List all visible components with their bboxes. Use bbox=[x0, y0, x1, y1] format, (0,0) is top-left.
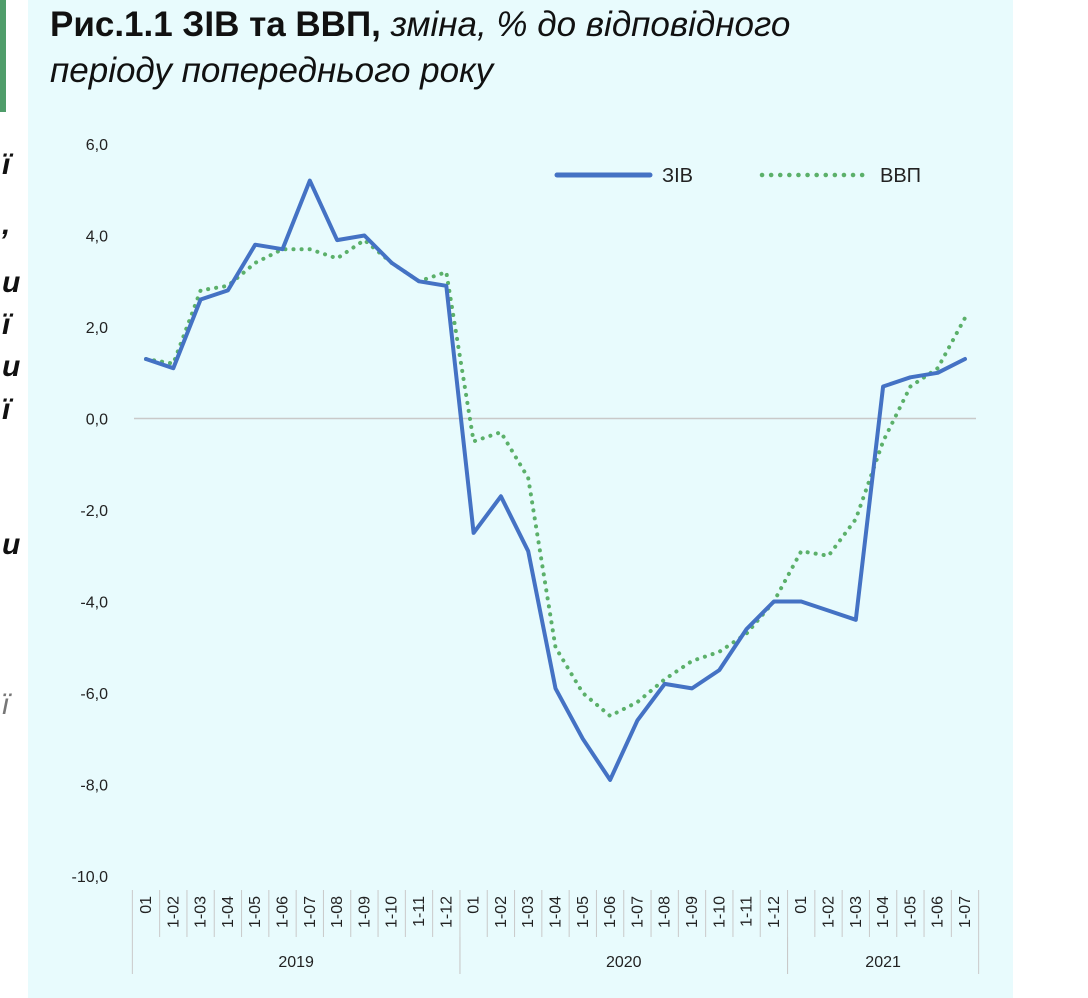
y-tick-label: -2,0 bbox=[80, 503, 108, 520]
x-tick-label: 01 bbox=[466, 896, 483, 914]
y-tick-label: 6,0 bbox=[86, 137, 108, 154]
x-tick-label: 1-04 bbox=[548, 896, 565, 928]
x-tick-label: 1-05 bbox=[902, 896, 919, 928]
year-group-label: 2021 bbox=[865, 954, 901, 971]
left-accent-bar bbox=[0, 0, 6, 112]
x-tick-label: 1-11 bbox=[411, 896, 428, 927]
x-tick-label: 1-02 bbox=[165, 896, 182, 928]
left-text-fragment: ї bbox=[2, 688, 9, 721]
y-tick-label: 2,0 bbox=[86, 320, 108, 337]
y-tick-label: -4,0 bbox=[80, 595, 108, 612]
year-group-label: 2019 bbox=[278, 954, 314, 971]
series-line-ziv bbox=[144, 178, 967, 782]
chart-title-bold: Рис.1.1 ЗІВ та ВВП, bbox=[50, 5, 381, 44]
x-tick-label: 01 bbox=[138, 896, 155, 914]
left-text-fragment: и bbox=[2, 528, 21, 561]
x-tick-label: 1-12 bbox=[438, 896, 455, 928]
legend-label: ВВП bbox=[880, 165, 921, 187]
y-tick-label: -10,0 bbox=[72, 869, 109, 886]
x-tick-label: 1-03 bbox=[848, 896, 865, 928]
chart-title-italic: зміна, % до відповідного bbox=[380, 5, 791, 44]
x-tick-label: 1-06 bbox=[275, 896, 292, 928]
chart-panel bbox=[28, 0, 1013, 998]
series-line-vvp bbox=[144, 238, 967, 718]
x-tick-label: 1-08 bbox=[657, 896, 674, 928]
x-tick-label: 1-10 bbox=[384, 896, 401, 928]
chart-title-italic-line2: періоду попереднього року bbox=[50, 51, 494, 90]
left-page-strip: ї , и ї и ї и ї bbox=[0, 0, 28, 998]
x-tick-label: 1-04 bbox=[875, 896, 892, 928]
left-text-fragment: ї bbox=[2, 148, 11, 181]
legend-label: ЗІВ bbox=[662, 165, 693, 187]
year-group-label: 2020 bbox=[606, 954, 642, 971]
x-tick-label: 1-07 bbox=[957, 896, 974, 928]
x-tick-label: 1-05 bbox=[575, 896, 592, 928]
y-tick-label: 0,0 bbox=[86, 412, 108, 429]
x-tick-label: 1-06 bbox=[602, 896, 619, 928]
left-text-fragment: , bbox=[2, 208, 11, 241]
y-tick-label: -8,0 bbox=[80, 778, 108, 795]
x-tick-label: 1-09 bbox=[356, 896, 373, 928]
x-tick-label: 01 bbox=[793, 896, 810, 914]
x-tick-label: 1-10 bbox=[711, 896, 728, 928]
x-tick-label: 1-02 bbox=[493, 896, 510, 928]
y-tick-label: -6,0 bbox=[80, 686, 108, 703]
left-text-fragment: ї bbox=[2, 308, 11, 341]
x-tick-label: 1-04 bbox=[220, 896, 237, 928]
left-text-fragment: ї bbox=[2, 393, 11, 426]
x-tick-label: 1-07 bbox=[629, 896, 646, 928]
left-text-fragment: и bbox=[2, 266, 21, 299]
x-tick-label: 1-09 bbox=[684, 896, 701, 928]
left-text-fragment: и bbox=[2, 350, 21, 383]
x-tick-label: 1-11 bbox=[739, 896, 756, 927]
y-tick-label: 4,0 bbox=[86, 229, 108, 246]
x-tick-label: 1-03 bbox=[193, 896, 210, 928]
x-tick-label: 1-02 bbox=[821, 896, 838, 928]
x-tick-label: 1-06 bbox=[930, 896, 947, 928]
x-tick-label: 1-03 bbox=[520, 896, 537, 928]
x-tick-label: 1-05 bbox=[247, 896, 264, 928]
x-tick-label: 1-12 bbox=[766, 896, 783, 928]
chart-title: Рис.1.1 ЗІВ та ВВП, зміна, % до відповід… bbox=[50, 2, 1010, 94]
x-tick-label: 1-07 bbox=[302, 896, 319, 928]
x-tick-label: 1-08 bbox=[329, 896, 346, 928]
